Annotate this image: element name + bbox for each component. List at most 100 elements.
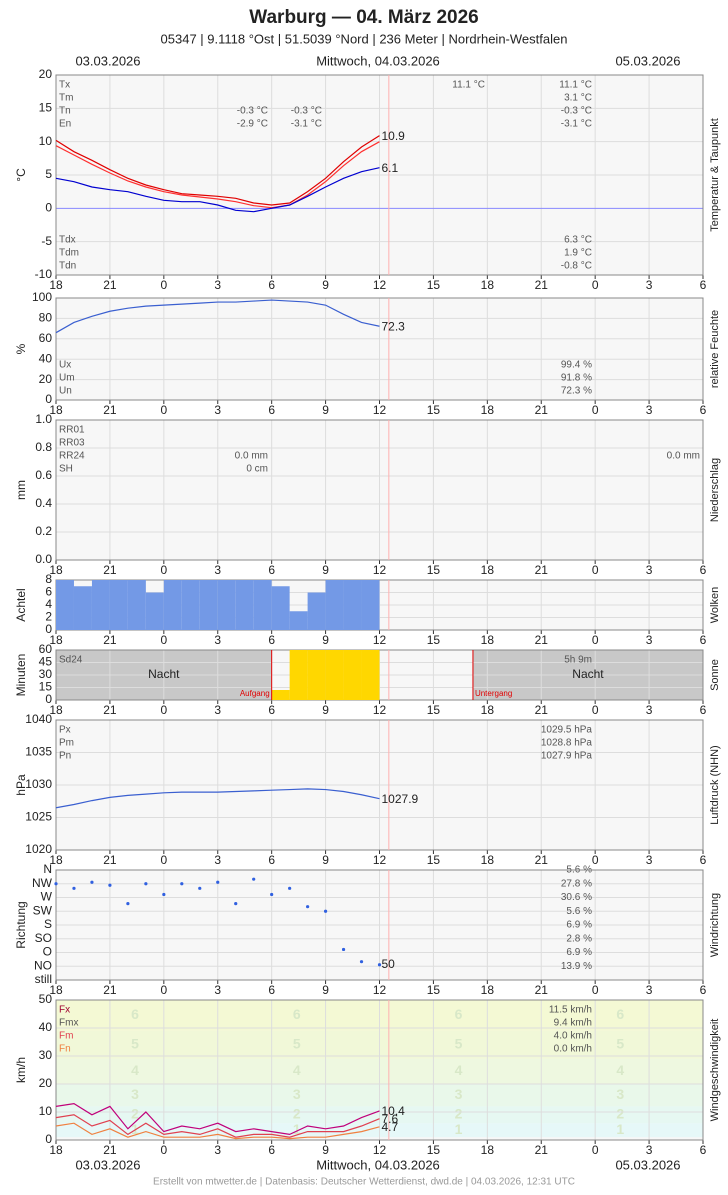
x-tick-label: 0 [160, 278, 167, 292]
end-label: 50 [382, 957, 396, 971]
beaufort-level: 1 [293, 1121, 301, 1137]
share-label: 2.8 % [566, 933, 592, 944]
x-tick-label: 21 [103, 853, 117, 867]
beaufort-level: 2 [131, 1106, 139, 1122]
x-tick-label: 0 [592, 1143, 599, 1157]
stat-label: RR01 [59, 425, 85, 436]
stat-label: Fn [59, 1044, 71, 1055]
x-tick-label: 3 [214, 563, 221, 577]
share-label: 6.9 % [566, 947, 592, 958]
x-tick-label: 6 [268, 983, 275, 997]
bar [145, 592, 164, 630]
y-tick-label: 80 [39, 311, 53, 325]
y-axis-label: km/h [14, 1057, 28, 1083]
end-label: 10.9 [382, 129, 406, 143]
beaufort-level: 1 [616, 1121, 624, 1137]
y-tick-label: 1035 [25, 745, 52, 759]
x-tick-label: 18 [481, 983, 495, 997]
bar [271, 690, 290, 700]
x-tick-label: 21 [535, 1143, 549, 1157]
stat-value: 1028.8 hPa [541, 738, 593, 749]
stat-value: 3.1 °C [564, 93, 592, 104]
x-tick-label: 15 [427, 853, 441, 867]
x-tick-label: 6 [268, 853, 275, 867]
stat-label: Fm [59, 1031, 73, 1042]
beaufort-level: 4 [616, 1062, 624, 1078]
x-tick-label: 21 [535, 633, 549, 647]
x-tick-label: 0 [592, 983, 599, 997]
x-tick-label: 18 [481, 278, 495, 292]
x-tick-label: 21 [535, 853, 549, 867]
bar [127, 580, 146, 630]
y-tick-label: 0.4 [35, 496, 52, 510]
beaufort-level: 3 [455, 1086, 463, 1102]
y-tick-label: 8 [45, 572, 52, 586]
x-tick-label: 18 [481, 703, 495, 717]
stat-label: Pm [59, 738, 74, 749]
date-right: 05.03.2026 [615, 53, 680, 68]
y-tick-label: 100 [32, 290, 52, 304]
beaufort-level: 5 [616, 1036, 624, 1052]
beaufort-level: 6 [616, 1006, 624, 1022]
x-tick-label: 12 [373, 403, 387, 417]
x-tick-label: 3 [646, 278, 653, 292]
beaufort-level: 1 [455, 1121, 463, 1137]
x-tick-label: 18 [49, 983, 63, 997]
share-label: 13.9 % [561, 961, 592, 972]
x-tick-label: 18 [481, 1143, 495, 1157]
y-tick-label: O [43, 945, 52, 959]
x-tick-label: 12 [373, 633, 387, 647]
y-tick-label: NO [34, 958, 52, 972]
x-tick-label: 3 [646, 403, 653, 417]
series-line [55, 135, 380, 206]
stat-value: 6.3 °C [564, 235, 592, 246]
x-tick-label: 6 [268, 563, 275, 577]
x-tick-label: 18 [49, 563, 63, 577]
x-tick-label: 3 [214, 278, 221, 292]
y-tick-label: 15 [39, 680, 53, 694]
bar [91, 580, 110, 630]
x-tick-label: 21 [535, 983, 549, 997]
stat-label: RR03 [59, 438, 85, 449]
direction-point [126, 902, 130, 906]
y-tick-label: 0.2 [35, 524, 52, 538]
bar [343, 650, 362, 700]
x-tick-label: 18 [481, 633, 495, 647]
series-line [55, 141, 380, 209]
subtitle: 05347 | 9.1118 °Ost | 51.5039 °Nord | 23… [161, 31, 568, 46]
x-tick-label: 9 [322, 1143, 329, 1157]
stat-value: -0.8 °C [561, 261, 592, 272]
direction-point [54, 882, 58, 886]
x-tick-label: 9 [322, 278, 329, 292]
x-tick-label: 6 [700, 853, 707, 867]
stat-value: 0.0 km/h [554, 1044, 592, 1055]
stat-value: 91.8 % [561, 373, 592, 384]
x-tick-label: 6 [700, 703, 707, 717]
bar [73, 586, 92, 630]
y-tick-label: 0.0 [35, 552, 52, 566]
beaufort-level: 3 [131, 1086, 139, 1102]
x-tick-label: 12 [373, 853, 387, 867]
bar [235, 580, 254, 630]
x-tick-label: 18 [49, 278, 63, 292]
bar [109, 580, 128, 630]
y-tick-label: 30 [39, 1048, 53, 1062]
x-tick-label: 3 [214, 853, 221, 867]
side-label: Niederschlag [709, 458, 721, 522]
x-tick-label: 18 [481, 403, 495, 417]
y-tick-label: 20 [39, 67, 53, 81]
x-tick-label: 21 [103, 983, 117, 997]
beaufort-level: 5 [131, 1036, 139, 1052]
y-tick-label: SW [33, 903, 53, 917]
stat-mid: 0.0 mm [235, 451, 268, 462]
beaufort-level: 3 [616, 1086, 624, 1102]
y-tick-label: 0 [45, 622, 52, 636]
sunset-label: Untergang [475, 689, 512, 698]
stat-label: Ux [59, 360, 71, 371]
night-label: Nacht [148, 667, 180, 681]
x-tick-label: 6 [268, 403, 275, 417]
x-tick-label: 0 [592, 853, 599, 867]
x-tick-label: 6 [700, 983, 707, 997]
direction-point [359, 960, 364, 964]
y-tick-label: 45 [39, 655, 53, 669]
